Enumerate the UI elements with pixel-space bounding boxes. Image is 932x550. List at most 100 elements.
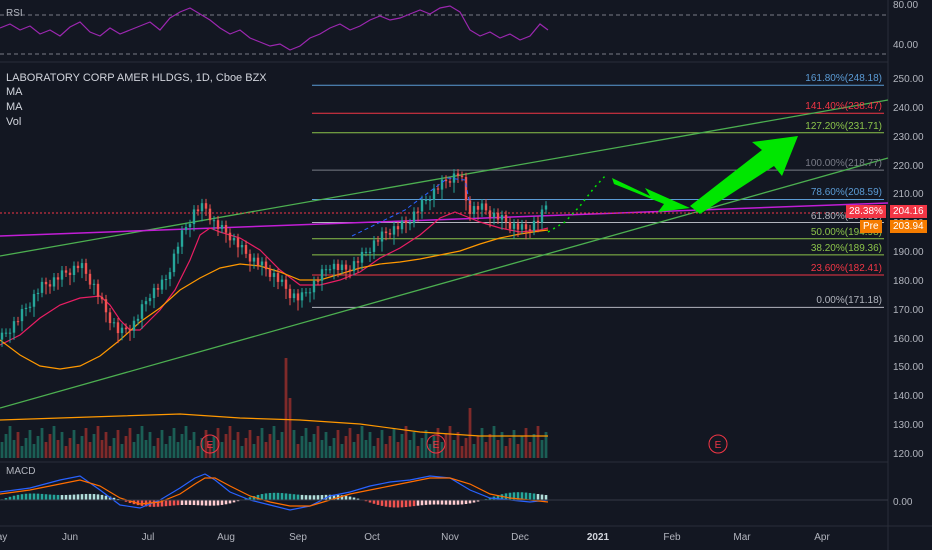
candle-body	[320, 269, 324, 281]
fibonacci-retracement[interactable]	[312, 84, 884, 308]
candle-body	[228, 232, 232, 241]
indicator-ma-2[interactable]: MA	[6, 101, 23, 113]
volume-bar	[412, 432, 416, 458]
candle-body	[16, 321, 20, 323]
earnings-marker[interactable]: E	[426, 434, 446, 454]
volume-bar	[476, 436, 480, 458]
macd-histogram-bar	[252, 495, 256, 500]
volume-bar	[168, 436, 172, 458]
trend-line-lower[interactable]	[0, 157, 889, 409]
indicator-ma-1[interactable]: MA	[6, 86, 23, 98]
candle-body	[80, 263, 84, 269]
price-tick-label: 120.00	[893, 449, 924, 460]
candle-body	[220, 225, 224, 229]
volume-bar	[184, 426, 188, 458]
symbol-title[interactable]: LABORATORY CORP AMER HLDGS, 1D, Cboe BZX	[6, 72, 267, 84]
volume-bar	[96, 426, 100, 458]
volume-bar	[432, 436, 436, 458]
candle-body	[72, 265, 76, 275]
macd-histogram-bar	[224, 500, 228, 505]
price-tick-label: 220.00	[893, 160, 924, 172]
arrow-down-icon[interactable]	[612, 178, 690, 212]
volume-bar	[92, 434, 96, 458]
candle-body	[376, 240, 380, 242]
volume-bar	[132, 442, 136, 458]
macd-pane-label: MACD	[6, 466, 36, 477]
candle-body	[456, 173, 460, 176]
arrow-up-icon[interactable]	[690, 136, 798, 214]
volume-bar	[284, 358, 288, 458]
volume-bar	[372, 446, 376, 458]
volume-bar	[76, 444, 80, 458]
volume-bar	[256, 436, 260, 458]
time-tick-label: Sep	[289, 532, 307, 543]
price-tick-label: 250.00	[893, 74, 924, 85]
candle-body	[524, 224, 528, 230]
volume-bar	[492, 426, 496, 458]
candle-body	[360, 251, 364, 263]
time-tick-label: ay	[0, 532, 8, 543]
macd-histogram-bar	[412, 500, 416, 507]
volume-ma-line	[0, 413, 548, 437]
candle-body	[124, 327, 128, 330]
candle-body	[76, 265, 80, 269]
time-tick-label: Nov	[441, 532, 459, 543]
macd-histogram-bar	[208, 500, 212, 506]
candle-body	[88, 273, 92, 285]
candle-body	[204, 203, 208, 209]
macd-histogram-bar	[312, 495, 316, 500]
volume-bar	[108, 446, 112, 458]
volume-bar	[88, 442, 92, 458]
candle-body	[520, 224, 524, 230]
volume-bar	[112, 438, 116, 458]
candle-body	[8, 332, 12, 334]
macd-histogram-bar	[300, 494, 304, 500]
volume-bar	[424, 430, 428, 458]
macd-histogram-bar	[24, 493, 28, 500]
volume-bar	[404, 426, 408, 458]
volume-bar	[36, 436, 40, 458]
candle-body	[448, 181, 452, 183]
candle-body	[252, 257, 256, 262]
volume-bar	[8, 426, 12, 458]
volume-bar	[116, 430, 120, 458]
fib-level-label: 141.40%(238.47)	[805, 101, 882, 113]
candle-body	[84, 263, 88, 274]
candle-body	[492, 212, 496, 218]
candle-body	[296, 293, 300, 301]
volume-bar	[260, 428, 264, 458]
macd-histogram-bar	[408, 500, 412, 507]
candle-body	[420, 200, 424, 212]
candle-body	[160, 279, 164, 290]
candle-body	[404, 220, 408, 224]
macd-histogram-bar	[420, 500, 424, 506]
macd-histogram-bar	[292, 494, 296, 500]
candle-body	[168, 272, 172, 280]
earnings-marker[interactable]: E	[708, 434, 728, 454]
candle-body	[272, 273, 276, 277]
macd-histogram-bar	[512, 492, 516, 500]
candle-body	[256, 257, 260, 266]
time-tick-label: Apr	[814, 532, 830, 543]
candle-body	[232, 238, 236, 241]
time-tick-label: Dec	[511, 532, 529, 543]
time-tick-label: 2021	[586, 532, 610, 543]
macd-histogram-bar	[268, 492, 272, 500]
volume-bar	[124, 436, 128, 458]
volume-bar	[128, 428, 132, 458]
resistance-line-purple[interactable]	[0, 202, 889, 237]
volume-bar	[480, 428, 484, 458]
volume-bar	[196, 446, 200, 458]
candle-body	[240, 245, 244, 248]
candle-body	[104, 299, 108, 313]
candle-body	[60, 270, 64, 280]
volume-bar	[336, 430, 340, 458]
candle-body	[460, 175, 464, 178]
candlesticks[interactable]	[0, 169, 548, 347]
earnings-marker[interactable]: E	[200, 434, 220, 454]
candle-body	[428, 200, 432, 201]
candle-body	[224, 225, 228, 233]
indicator-volume[interactable]: Vol	[6, 116, 22, 128]
volume-bar	[316, 426, 320, 458]
